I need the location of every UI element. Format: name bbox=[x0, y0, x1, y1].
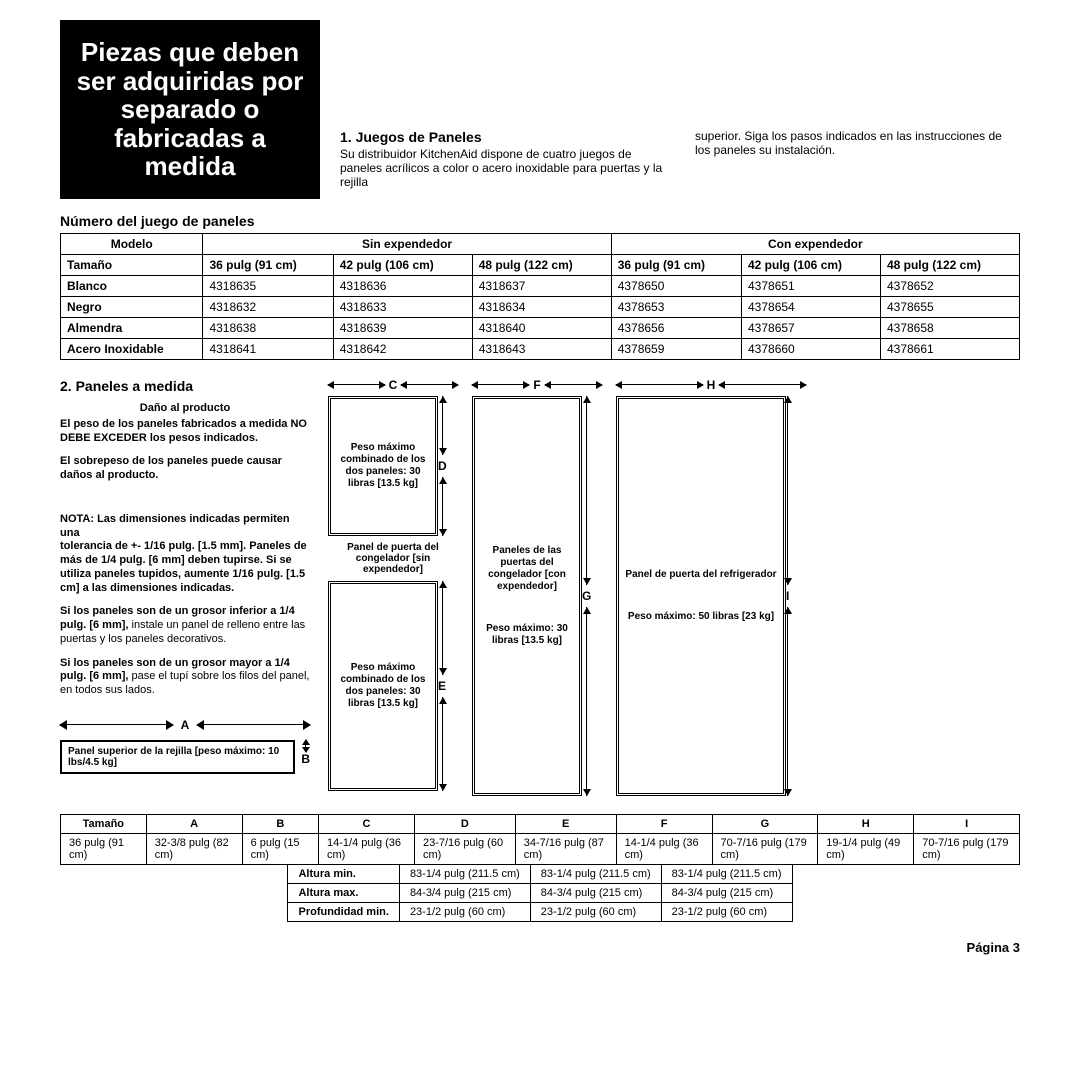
opening-table: Altura min.83-1/4 pulg (211.5 cm)83-1/4 … bbox=[287, 864, 792, 922]
section1-col2: superior. Siga los pasos indicados en la… bbox=[695, 129, 1020, 157]
table-row: Almendra43186384318639431864043786564378… bbox=[61, 317, 1020, 338]
section2-title: 2. Paneles a medida bbox=[60, 378, 310, 394]
damage-p2: El sobrepeso de los paneles puede causar… bbox=[60, 455, 310, 483]
title-box: Piezas que deben ser adquiridas por sepa… bbox=[60, 20, 320, 199]
panel-c-bottom: Peso máximo combinado de los dos paneles… bbox=[328, 581, 438, 791]
table-row: Negro43186324318633431863443786534378654… bbox=[61, 296, 1020, 317]
panel-c-top: Peso máximo combinado de los dos paneles… bbox=[328, 396, 438, 536]
grille-panel: Panel superior de la rejilla [peso máxim… bbox=[60, 740, 295, 774]
col-modelo: Modelo bbox=[61, 233, 203, 254]
section1-title: 1. Juegos de Paneles bbox=[340, 129, 665, 145]
panel-c-label: Panel de puerta del congelador [sin expe… bbox=[328, 542, 458, 575]
col-con: Con expendedor bbox=[611, 233, 1019, 254]
dim-table: Tamaño A B C D E F G H I 36 pulg (91 cm)… bbox=[60, 814, 1020, 865]
dim-b: B bbox=[301, 740, 310, 766]
col-sin: Sin expendedor bbox=[203, 233, 611, 254]
intro-columns: 1. Juegos de Paneles Su distribuidor Kit… bbox=[340, 129, 1020, 199]
section2-text: 2. Paneles a medida Daño al producto El … bbox=[60, 378, 310, 796]
section2: 2. Paneles a medida Daño al producto El … bbox=[60, 378, 1020, 796]
page-number: Página 3 bbox=[60, 940, 1020, 955]
header-row: Piezas que deben ser adquiridas por sepa… bbox=[60, 20, 1020, 199]
panel-f: Paneles de las puertas del congelador [c… bbox=[472, 396, 582, 796]
damage-p1: El peso de los paneles fabricados a medi… bbox=[60, 418, 310, 446]
table-row: Acero Inoxidable431864143186424318643437… bbox=[61, 338, 1020, 359]
damage-heading: Daño al producto bbox=[60, 402, 310, 414]
dimension-tables: Tamaño A B C D E F G H I 36 pulg (91 cm)… bbox=[60, 814, 1020, 922]
panel-table-title: Número del juego de paneles bbox=[60, 213, 1020, 229]
panel-diagram: C Peso máximo combinado de los dos panel… bbox=[328, 378, 1020, 796]
panel-table: Modelo Sin expendedor Con expendedor Tam… bbox=[60, 233, 1020, 360]
row-tamano: Tamaño bbox=[61, 254, 203, 275]
section1-col1: Su distribuidor KitchenAid dispone de cu… bbox=[340, 147, 665, 189]
dim-a: A bbox=[60, 718, 310, 732]
panel-h: Panel de puerta del refrigerador Peso má… bbox=[616, 396, 786, 796]
table-row: Blanco4318635431863643186374378650437865… bbox=[61, 275, 1020, 296]
